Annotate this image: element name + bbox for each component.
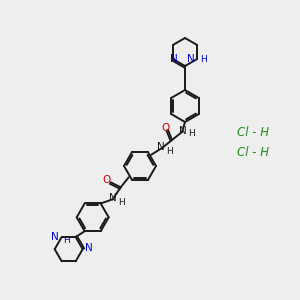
Text: H: H bbox=[166, 146, 173, 155]
Text: N: N bbox=[51, 232, 59, 242]
Text: N: N bbox=[85, 243, 92, 253]
Text: N: N bbox=[188, 54, 195, 64]
Text: H: H bbox=[118, 198, 124, 207]
Text: H: H bbox=[200, 56, 207, 64]
Text: O: O bbox=[161, 123, 169, 133]
Text: N: N bbox=[179, 126, 187, 136]
Text: Cl - H: Cl - H bbox=[237, 125, 269, 139]
Text: H: H bbox=[188, 128, 195, 137]
Text: Cl - H: Cl - H bbox=[237, 146, 269, 158]
Text: O: O bbox=[103, 175, 111, 185]
Text: N: N bbox=[109, 193, 117, 203]
Text: H: H bbox=[63, 236, 69, 244]
Text: N: N bbox=[170, 54, 178, 64]
Text: N: N bbox=[157, 142, 165, 152]
